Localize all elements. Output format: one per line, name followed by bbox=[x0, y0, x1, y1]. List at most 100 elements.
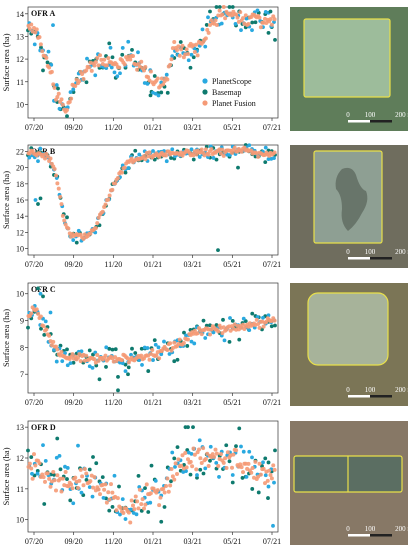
planetscope-point bbox=[104, 345, 109, 350]
planet-fusion-point bbox=[261, 324, 266, 329]
basemap-point bbox=[224, 443, 229, 448]
basemap-point bbox=[139, 346, 144, 351]
planetscope-point bbox=[51, 23, 55, 28]
planet-fusion-point bbox=[175, 472, 179, 477]
planet-fusion-point bbox=[231, 452, 236, 457]
planet-fusion-point bbox=[110, 187, 115, 192]
basemap-point bbox=[133, 351, 138, 355]
planet-fusion-point bbox=[69, 96, 74, 101]
planetscope-point bbox=[68, 90, 73, 95]
basemap-point bbox=[169, 479, 173, 484]
basemap-point bbox=[237, 426, 242, 431]
basemap-point bbox=[188, 65, 193, 70]
planet-fusion-point bbox=[139, 59, 144, 64]
basemap-point bbox=[214, 5, 219, 9]
basemap-point bbox=[162, 505, 167, 509]
planet-fusion-point bbox=[257, 461, 262, 466]
planetscope-point bbox=[222, 338, 227, 343]
basemap-point bbox=[26, 448, 30, 453]
planet-fusion-point bbox=[88, 231, 93, 236]
planet-fusion-point bbox=[91, 485, 96, 490]
planet-fusion-point bbox=[256, 321, 261, 326]
planet-fusion-point bbox=[27, 461, 32, 466]
basemap-point bbox=[68, 498, 73, 503]
planet-fusion-point bbox=[168, 341, 173, 346]
basemap-point bbox=[126, 365, 131, 370]
basemap-point bbox=[178, 40, 183, 44]
planetscope-point bbox=[109, 65, 114, 70]
basemap-point bbox=[74, 240, 79, 245]
planetscope-point bbox=[140, 363, 144, 367]
y-tick-label: 10 bbox=[16, 290, 24, 299]
basemap-point bbox=[113, 347, 118, 352]
planet-fusion-point bbox=[81, 483, 86, 488]
planet-fusion-point bbox=[176, 44, 181, 49]
x-tick-label: 03/21 bbox=[184, 123, 202, 132]
basemap-point bbox=[208, 9, 212, 14]
planet-fusion-point bbox=[214, 22, 219, 27]
planet-fusion-point bbox=[180, 453, 185, 458]
planet-fusion-point bbox=[55, 181, 60, 186]
planet-fusion-point bbox=[177, 53, 182, 58]
planetscope-point bbox=[90, 494, 95, 499]
planetscope-point bbox=[87, 364, 92, 369]
basemap-point bbox=[110, 504, 115, 509]
planetscope-point bbox=[136, 50, 140, 55]
planet-fusion-point bbox=[43, 479, 47, 484]
planet-fusion-point bbox=[238, 10, 243, 15]
basemap-point bbox=[266, 460, 271, 465]
basemap-point bbox=[100, 475, 105, 480]
panel-2: 10 12 14 16 18 20 22 07/20 09/20 11/20 01/21 03/21 0… bbox=[1, 143, 413, 269]
basemap-point bbox=[29, 455, 34, 460]
planetscope-point bbox=[63, 351, 67, 356]
planetscope-point bbox=[57, 453, 62, 458]
basemap-point bbox=[65, 477, 69, 481]
planet-fusion-point bbox=[27, 26, 32, 31]
planet-fusion-point bbox=[103, 353, 108, 358]
x-tick-label: 03/21 bbox=[184, 398, 202, 407]
planet-fusion-point bbox=[154, 353, 159, 358]
y-tick-label: 10 bbox=[16, 516, 24, 525]
basemap-point bbox=[230, 480, 235, 485]
satellite-map: 0 100 200 m bbox=[290, 421, 413, 545]
basemap-point bbox=[273, 448, 277, 453]
planetscope-point bbox=[54, 359, 59, 364]
basemap-point bbox=[175, 357, 180, 362]
basemap-point bbox=[266, 31, 271, 35]
planet-fusion-point bbox=[96, 63, 101, 68]
planet-fusion-point bbox=[216, 464, 221, 469]
planet-fusion-point bbox=[265, 478, 270, 483]
x-tick-label: 01/21 bbox=[144, 123, 162, 132]
planet-fusion-point bbox=[190, 464, 195, 469]
planetscope-point bbox=[156, 345, 161, 350]
planetscope-point bbox=[93, 73, 98, 78]
basemap-point bbox=[65, 347, 69, 352]
y-tick-label: 8 bbox=[20, 343, 24, 352]
planetscope-point bbox=[192, 341, 197, 346]
planet-fusion-point bbox=[155, 76, 160, 81]
planet-fusion-point bbox=[234, 448, 239, 453]
basemap-point bbox=[148, 93, 153, 98]
planetscope-point bbox=[241, 449, 246, 454]
planetscope-point bbox=[189, 339, 194, 344]
planet-fusion-point bbox=[56, 91, 61, 96]
planetscope-point bbox=[153, 91, 158, 96]
basemap-point bbox=[208, 458, 212, 463]
planetscope-point bbox=[85, 56, 89, 61]
basemap-point bbox=[130, 346, 134, 351]
planetscope-point bbox=[156, 93, 161, 98]
planet-fusion-point bbox=[54, 173, 58, 178]
planetscope-point bbox=[118, 71, 122, 76]
planet-fusion-point bbox=[209, 147, 214, 152]
x-tick-label: 01/21 bbox=[144, 398, 162, 407]
x-tick-label: 01/21 bbox=[144, 537, 162, 546]
planet-fusion-point bbox=[165, 476, 170, 481]
planet-fusion-point bbox=[188, 459, 193, 464]
planet-fusion-point bbox=[48, 484, 53, 489]
planet-fusion-point bbox=[80, 474, 85, 479]
planetscope-point bbox=[211, 156, 216, 160]
planet-fusion-point bbox=[241, 16, 245, 21]
scale-bar-segment bbox=[370, 257, 392, 260]
planetscope-point bbox=[239, 444, 243, 449]
y-axis-label: Surface area (ha) bbox=[1, 171, 11, 229]
